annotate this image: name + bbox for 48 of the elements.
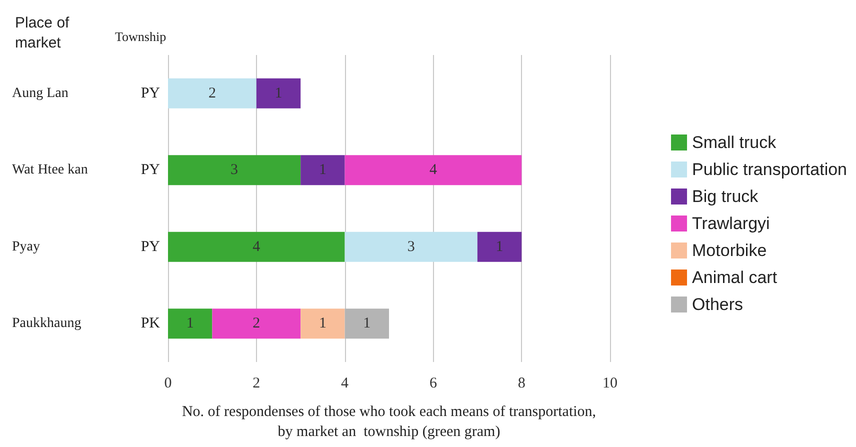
y2-tick-label: PY bbox=[140, 85, 160, 102]
x-tick-label: 0 bbox=[164, 376, 172, 392]
data-label: 1 bbox=[496, 238, 504, 255]
legend-label: Small truck bbox=[692, 133, 777, 152]
bar bbox=[168, 78, 256, 108]
legend-label: Animal cart bbox=[692, 268, 778, 287]
y-tick-label: Wat Htee kan bbox=[12, 162, 88, 178]
y-tick-label: Aung Lan bbox=[12, 86, 68, 101]
x-tick-label: 8 bbox=[518, 376, 526, 392]
legend-label: Big truck bbox=[692, 187, 759, 206]
y-tick-label: Pyay bbox=[12, 239, 40, 254]
data-label: 1 bbox=[318, 316, 326, 332]
data-label: 4 bbox=[252, 238, 261, 255]
legend-label: Public transportation bbox=[692, 160, 848, 179]
data-label: 1 bbox=[363, 316, 371, 332]
data-label: 1 bbox=[318, 162, 326, 178]
legend-label: Motorbike bbox=[692, 241, 767, 260]
data-label: 3 bbox=[407, 238, 415, 255]
y2-tick-label: PY bbox=[140, 238, 160, 255]
bar bbox=[168, 308, 212, 339]
bar bbox=[344, 308, 389, 339]
y-tick-label: Paukkhaung bbox=[12, 316, 82, 332]
x-tick-label: 4 bbox=[341, 376, 350, 392]
x-tick-label: 2 bbox=[252, 376, 260, 392]
data-label: 2 bbox=[208, 85, 216, 102]
y2-tick-label: PK bbox=[140, 316, 160, 332]
bar bbox=[344, 155, 522, 186]
y2-axis-title: Township bbox=[115, 29, 166, 44]
bar bbox=[300, 155, 345, 186]
x-tick-label: 10 bbox=[602, 376, 618, 392]
data-label: 4 bbox=[429, 162, 438, 178]
data-label: 2 bbox=[252, 316, 260, 332]
y2-tick-label: PY bbox=[140, 162, 160, 178]
legend-label: Others bbox=[692, 295, 744, 314]
bar bbox=[212, 308, 301, 339]
bar bbox=[477, 232, 522, 262]
data-label: 3 bbox=[230, 162, 238, 178]
bar bbox=[168, 232, 345, 262]
x-tick-label: 6 bbox=[429, 376, 438, 392]
data-label: 1 bbox=[186, 316, 194, 332]
bar bbox=[300, 308, 345, 339]
data-label: 1 bbox=[274, 85, 282, 102]
y-axis-title: Place of market bbox=[15, 14, 70, 52]
bar bbox=[256, 78, 301, 108]
legend-label: Trawlargyi bbox=[692, 214, 770, 233]
bar bbox=[344, 232, 478, 262]
x-axis-title: No. of respondenses of those who took each means of transportation, by market an township (green gram) bbox=[182, 404, 596, 440]
bar bbox=[168, 155, 301, 186]
